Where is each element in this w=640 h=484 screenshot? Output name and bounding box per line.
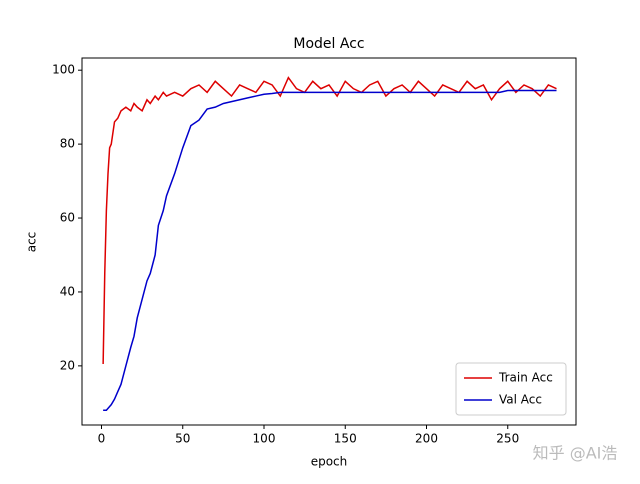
y-tick-label: 60 (60, 211, 75, 225)
x-tick-label: 0 (98, 432, 106, 446)
watermark: 知乎 @AI浩 (533, 444, 618, 463)
legend-label: Train Acc (498, 371, 553, 385)
x-axis-label: epoch (311, 455, 348, 469)
x-tick-label: 200 (415, 432, 438, 446)
x-tick-label: 50 (175, 432, 190, 446)
series-line (103, 89, 557, 411)
y-axis-label: acc (25, 232, 39, 253)
y-tick-label: 40 (60, 284, 75, 298)
legend-box (455, 362, 567, 416)
y-tick-label: 100 (52, 63, 75, 77)
x-tick-label: 100 (253, 432, 276, 446)
chart-title: Model Acc (293, 36, 364, 52)
y-tick-label: 80 (60, 137, 75, 151)
plot-frame (81, 57, 577, 426)
legend-label: Val Acc (499, 393, 542, 407)
y-tick-label: 20 (60, 358, 75, 372)
x-tick-label: 250 (496, 432, 519, 446)
x-tick-label: 150 (334, 432, 357, 446)
series-line (102, 76, 557, 365)
